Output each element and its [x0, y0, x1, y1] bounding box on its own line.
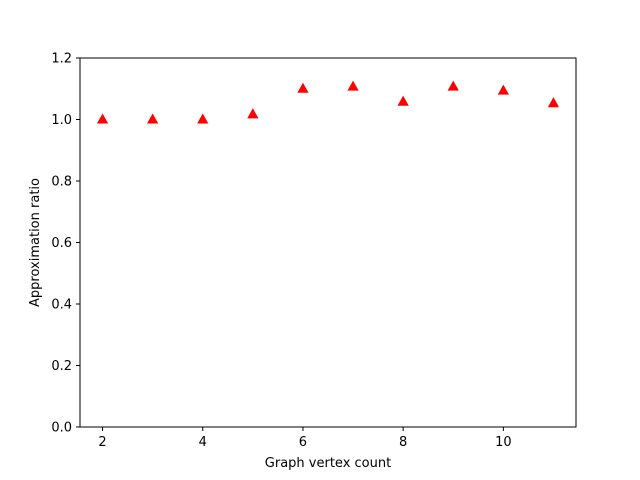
data-point [447, 80, 459, 91]
data-point [497, 84, 509, 95]
data-point [347, 80, 359, 91]
y-tick-label: 0.6 [51, 236, 72, 251]
x-tick-label: 10 [495, 435, 512, 450]
x-tick-label: 6 [299, 435, 307, 450]
y-tick-label: 0.4 [51, 298, 72, 313]
x-tick-label: 2 [98, 435, 106, 450]
data-point [197, 113, 209, 124]
y-tick-label: 0.0 [51, 421, 72, 436]
data-point [297, 82, 309, 93]
y-tick-label: 0.2 [51, 359, 72, 374]
x-axis-ticks: 2 4 6 8 10 [98, 427, 512, 450]
axes-frame [79, 57, 577, 428]
y-tick-label: 0.8 [51, 175, 72, 190]
y-axis-ticks: 0.0 0.2 0.4 0.6 0.8 1.0 1.2 [51, 52, 80, 436]
y-axis-label: Approximation ratio [28, 178, 43, 307]
data-point [547, 97, 560, 108]
x-tick-label: 4 [199, 435, 207, 450]
y-tick-label: 1.2 [51, 52, 72, 67]
x-tick-label: 8 [399, 435, 407, 450]
data-point [247, 108, 259, 119]
data-point [147, 113, 159, 124]
y-tick-label: 1.0 [51, 113, 72, 128]
data-point [96, 113, 109, 124]
x-axis-label: Graph vertex count [265, 456, 391, 471]
data-point [397, 95, 409, 106]
data-markers [96, 80, 560, 124]
